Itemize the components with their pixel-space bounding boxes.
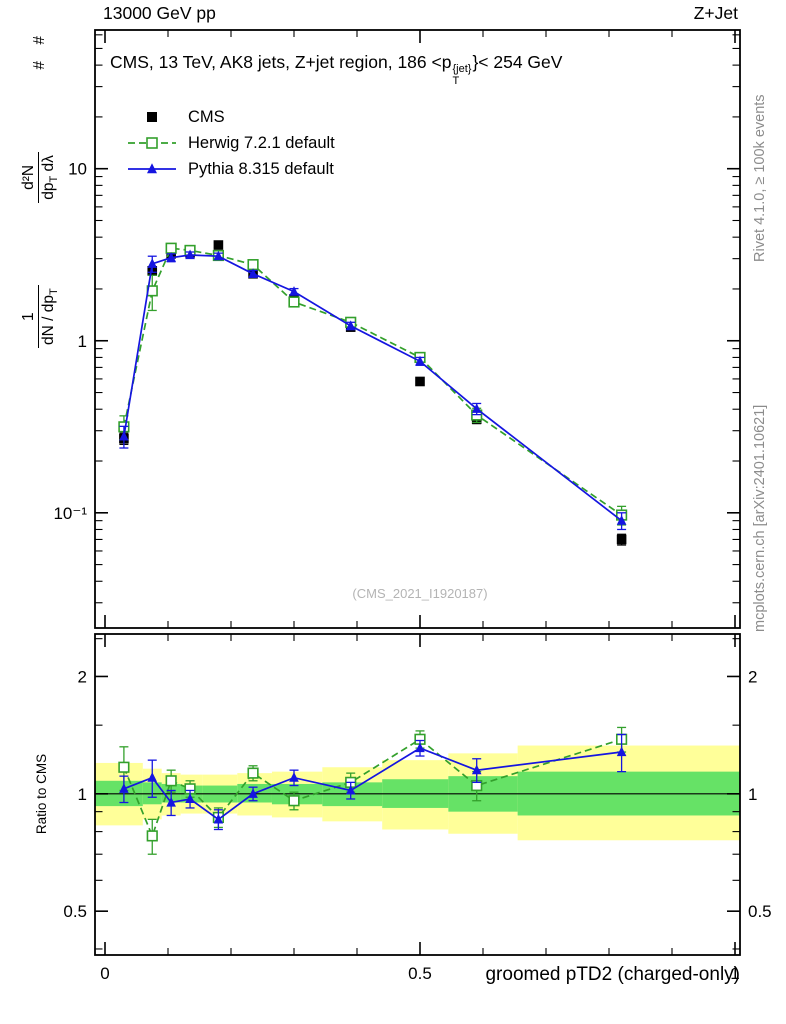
ylabel-hash-marks: # # <box>31 30 48 70</box>
plot-title: CMS, 13 TeV, AK8 jets, Z+jet region, 186… <box>110 52 562 87</box>
legend-label-herwig: Herwig 7.2.1 default <box>188 133 335 152</box>
svg-text:2: 2 <box>748 667 757 686</box>
plot-title-sup: {jet} <box>452 63 472 75</box>
cms-marker-icon <box>126 108 178 126</box>
svg-text:1: 1 <box>78 332 87 351</box>
legend-marker-glyph <box>128 163 176 174</box>
legend-item-herwig: Herwig 7.2.1 default <box>126 130 335 156</box>
header-beam-energy: 13000 GeV pp <box>103 3 216 23</box>
series-pythia-8-315-default-ratio <box>119 733 627 831</box>
svg-text:1: 1 <box>78 785 87 804</box>
legend: CMS Herwig 7.2.1 default Pythia 8.315 de… <box>126 104 335 182</box>
rivet-version-label: Rivet 4.1.0, ≥ 100k events <box>752 94 768 262</box>
header-process: Z+Jet <box>693 3 738 23</box>
svg-text:0.5: 0.5 <box>748 902 772 921</box>
plot-title-post: }< 254 GeV <box>472 52 563 72</box>
pythia-marker-icon <box>126 160 178 178</box>
legend-item-pythia: Pythia 8.315 default <box>126 156 335 182</box>
main-panel-frame <box>94 29 741 629</box>
legend-label-cms: CMS <box>188 107 225 126</box>
svg-text:10: 10 <box>68 160 87 179</box>
svg-text:2: 2 <box>78 667 87 686</box>
legend-label-pythia: Pythia 8.315 default <box>188 159 334 178</box>
ratio-y-axis-label: Ratio to CMS <box>34 753 49 835</box>
svg-text:0: 0 <box>100 964 109 983</box>
legend-marker-glyph <box>147 112 157 122</box>
plot-title-script: {jet} T <box>452 63 472 87</box>
ylabel-frac-1-num: 1 <box>19 312 37 321</box>
plot-title-pre: CMS, 13 TeV, AK8 jets, Z+jet region, 186… <box>110 52 452 72</box>
legend-item-cms: CMS <box>126 104 335 130</box>
legend-marker-glyph <box>128 137 176 149</box>
watermark-label: (CMS_2021_I1920187) <box>352 586 488 601</box>
svg-text:10⁻¹: 10⁻¹ <box>53 504 87 523</box>
series-pythia-8-315-default <box>119 249 627 531</box>
herwig-marker-icon <box>126 134 178 152</box>
series-cms <box>119 240 627 546</box>
ylabel-frac-1: 1 dN / dpT <box>20 285 61 348</box>
series-herwig-7-2-1-default <box>118 242 628 526</box>
axis-tick-labels: 0 0.5 1 10 1 10⁻¹ 0.5 0.5 1 1 2 2 <box>53 160 771 983</box>
ylabel-frac-2-den: dpT dλ <box>37 152 61 203</box>
plot-title-sub: T <box>452 74 460 87</box>
x-axis-label: groomed pTD2 (charged-only) <box>485 964 740 985</box>
svg-text:0.5: 0.5 <box>63 902 87 921</box>
main-y-axis-label: 1 dN / dpT d²N dpT dλ # # <box>14 30 66 348</box>
svg-text:1: 1 <box>730 964 739 983</box>
ylabel-frac-1-den: dN / dpT <box>37 285 61 348</box>
mcplots-credit-label: mcplots.cern.ch [arXiv:2401.10621] <box>752 404 768 632</box>
svg-text:1: 1 <box>748 785 757 804</box>
svg-text:0.5: 0.5 <box>408 964 432 983</box>
ylabel-frac-2: d²N dpT dλ <box>20 152 61 203</box>
ylabel-frac-2-num: d²N <box>19 164 37 190</box>
axis-ticks <box>95 30 740 955</box>
